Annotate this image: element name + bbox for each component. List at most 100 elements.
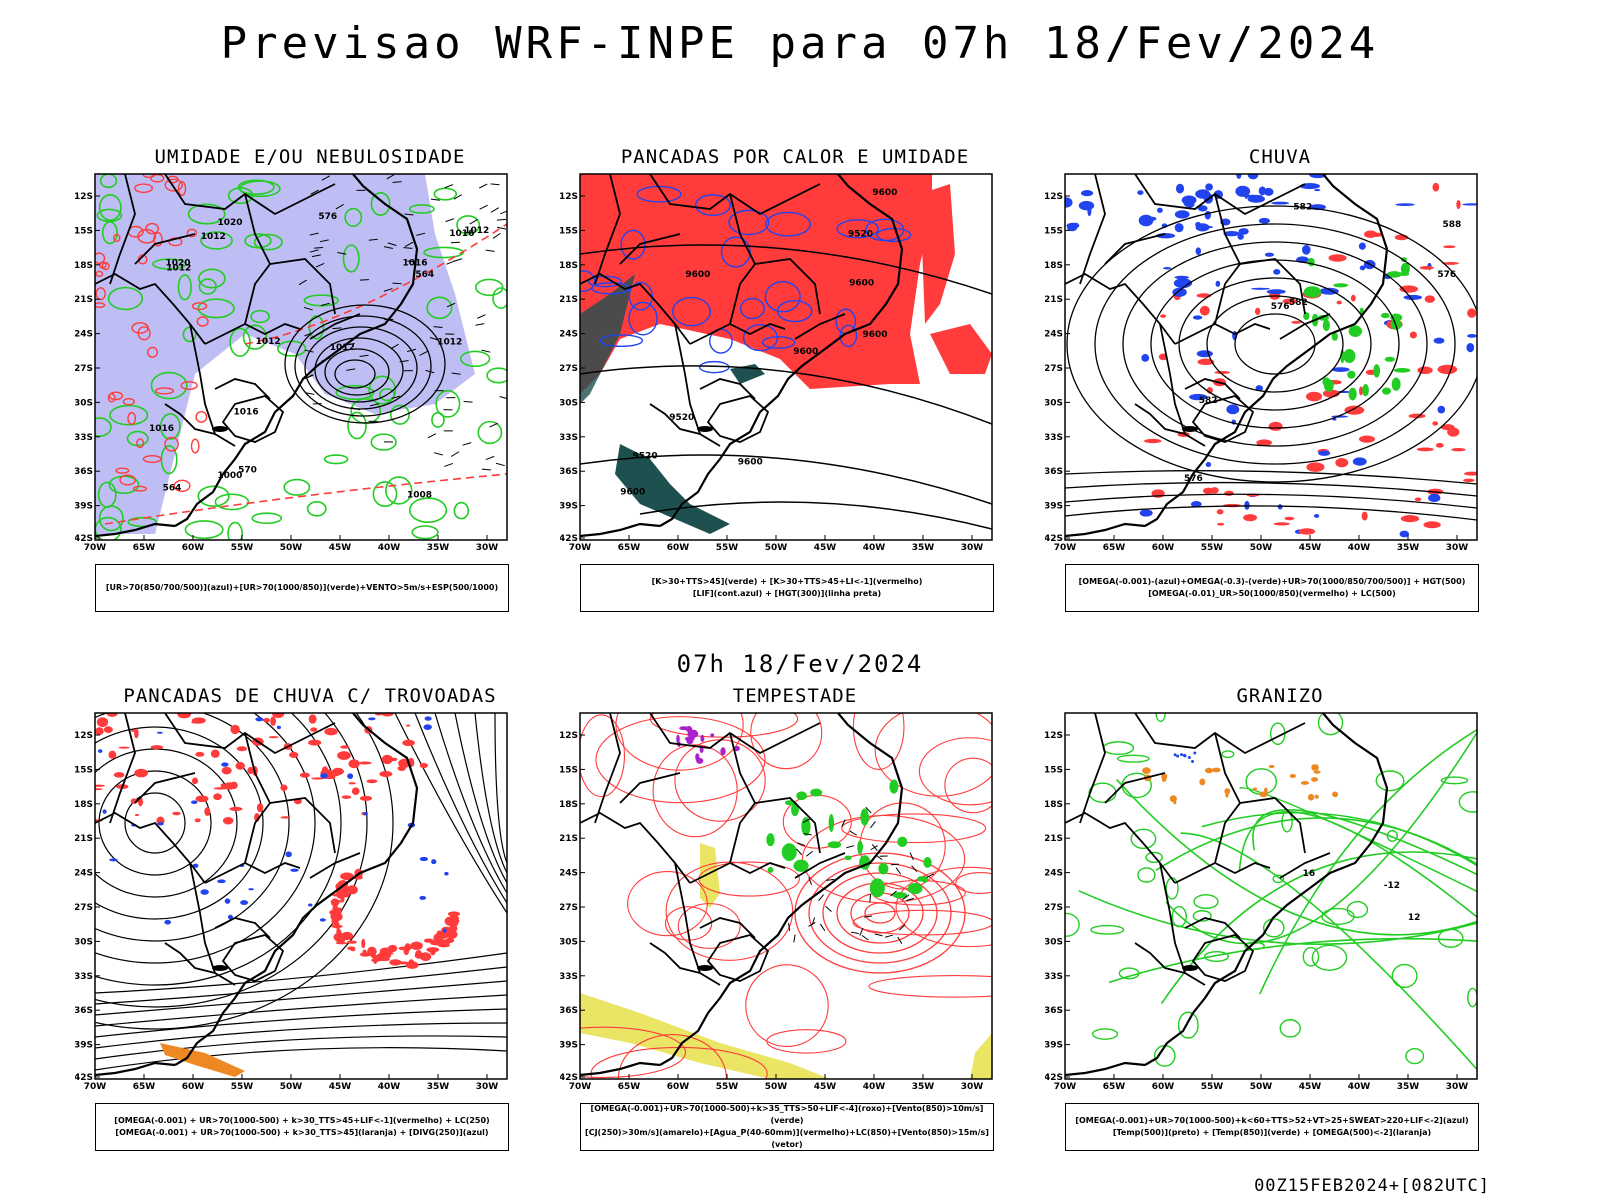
wind-vector (496, 218, 507, 221)
map-frame (1064, 712, 1478, 1080)
thunderstorm-area (438, 944, 451, 948)
lon-tick-label: 35W (912, 1082, 935, 1092)
lon-tick-label: 40W (1348, 543, 1371, 553)
contour-value-label: 1016 (449, 229, 474, 239)
contour-value-label: 16 (1303, 869, 1316, 879)
lat-tick-label: 18S (1045, 800, 1063, 810)
humidity-1000-850-contour (187, 203, 226, 225)
wind-vector (433, 452, 443, 456)
lon-tick-label: 50W (280, 543, 303, 553)
contour-value-label: 570 (238, 465, 257, 475)
lifted-index-contour (695, 194, 732, 216)
omega-area (1318, 450, 1331, 456)
humidity-1000-850-contour (433, 187, 458, 201)
political-border (1191, 934, 1255, 982)
humidity-1000-850-contour (335, 384, 375, 401)
thunderstorm-area (332, 767, 344, 776)
lat-tick-label: 15S (1045, 226, 1063, 236)
coastline (1144, 174, 1389, 527)
lon-tick-label: 40W (863, 543, 886, 553)
temp-850-contour (1221, 750, 1235, 759)
wind-vector (303, 306, 313, 311)
lat-tick-label: 24S (75, 330, 93, 340)
omega-area (1214, 370, 1230, 374)
lifted-index-contour (836, 219, 880, 239)
omega-area (1467, 334, 1477, 338)
instability-li-area (920, 184, 955, 324)
lat-tick-label: 24S (75, 869, 93, 879)
lifted-index-contour (628, 301, 658, 336)
humidity-1000-850-contour (431, 411, 445, 428)
wind-vector (902, 894, 910, 900)
omega-area (1238, 228, 1249, 235)
streamline (95, 1047, 507, 1071)
divergence-area (217, 879, 226, 884)
political-border (221, 395, 285, 443)
lon-tick-label: 30W (1446, 1082, 1469, 1092)
thickness-contour (147, 346, 158, 358)
temp-850-contour (1252, 808, 1477, 876)
political-border (1079, 174, 1106, 285)
omega-strong-area (1393, 368, 1411, 373)
humidity-1000-850-contour (177, 274, 192, 301)
thunderstorm-area (351, 787, 360, 796)
lon-tick-label: 65W (1103, 1082, 1126, 1092)
legend-box: [UR>70(850/700/500)](azul)+[UR>70(1000/8… (95, 564, 509, 612)
lon-tick-label: 35W (912, 543, 935, 553)
omega-area (1335, 457, 1349, 468)
dry-area (425, 174, 507, 334)
wind-vector (485, 455, 495, 461)
omega-area (1087, 204, 1092, 217)
political-border (1134, 403, 1186, 435)
wind-850-area (793, 859, 809, 872)
thunderstorm-area (397, 765, 406, 771)
contour-value-label: 582 (1289, 298, 1308, 308)
precipitable-water-contour (595, 716, 766, 804)
lat-tick-label: 24S (560, 330, 578, 340)
divergence-area (97, 749, 103, 753)
omega-area (1361, 511, 1368, 521)
omega-area (1205, 462, 1212, 468)
legend-box: [OMEGA(-0.001)+UR>70(1000-500)+k>35_TTS>… (580, 1103, 994, 1151)
wind-vector (298, 279, 307, 286)
humidity-1000-850-contour (101, 221, 118, 245)
legend-box: [OMEGA(-0.001)+UR>70(1000-500)+k<60+TTS>… (1065, 1103, 1479, 1151)
contour-value-label: 582 (1199, 396, 1218, 406)
wind-850-area (878, 862, 889, 875)
political-border (1079, 713, 1106, 824)
lake-mark (697, 426, 713, 432)
temp-850-contour (1130, 828, 1157, 849)
omega-area (1399, 285, 1419, 293)
omega-area (1254, 307, 1261, 316)
lat-tick-label: 30S (560, 398, 578, 408)
omega-area (1139, 509, 1153, 517)
thunderstorm-area (195, 795, 209, 803)
panel-umidade: UMIDADE E/OU NEBULOSIDADE 1012 1012 1012 10… (75, 146, 545, 636)
wind-vector (926, 873, 934, 878)
thunderstorm-area (95, 727, 104, 736)
thunderstorm-area (235, 761, 245, 770)
political-border (269, 797, 336, 854)
omega-area (1258, 186, 1267, 196)
divergence-area (424, 716, 432, 721)
omega-area (1174, 275, 1190, 280)
humidity-1000-850-contour (184, 520, 224, 540)
wind-vector (309, 249, 319, 253)
omega-500-area (1211, 767, 1221, 773)
humidity-1000-850-contour (227, 521, 243, 540)
wind-vector (895, 867, 902, 875)
streamline (95, 713, 342, 986)
wind-850-area (827, 841, 842, 849)
divergence-area (285, 851, 292, 858)
omega-500-area (1224, 788, 1231, 795)
streamline (95, 713, 394, 1030)
divergence-area (221, 762, 229, 767)
temp-850-contour (1165, 732, 1477, 945)
thickness-contour (195, 410, 208, 423)
wind-vector (479, 204, 488, 210)
omega-area (1462, 203, 1477, 206)
contour-value-label: 588 (1443, 220, 1462, 230)
omega-area (1344, 405, 1365, 415)
omega-area (1463, 478, 1475, 483)
